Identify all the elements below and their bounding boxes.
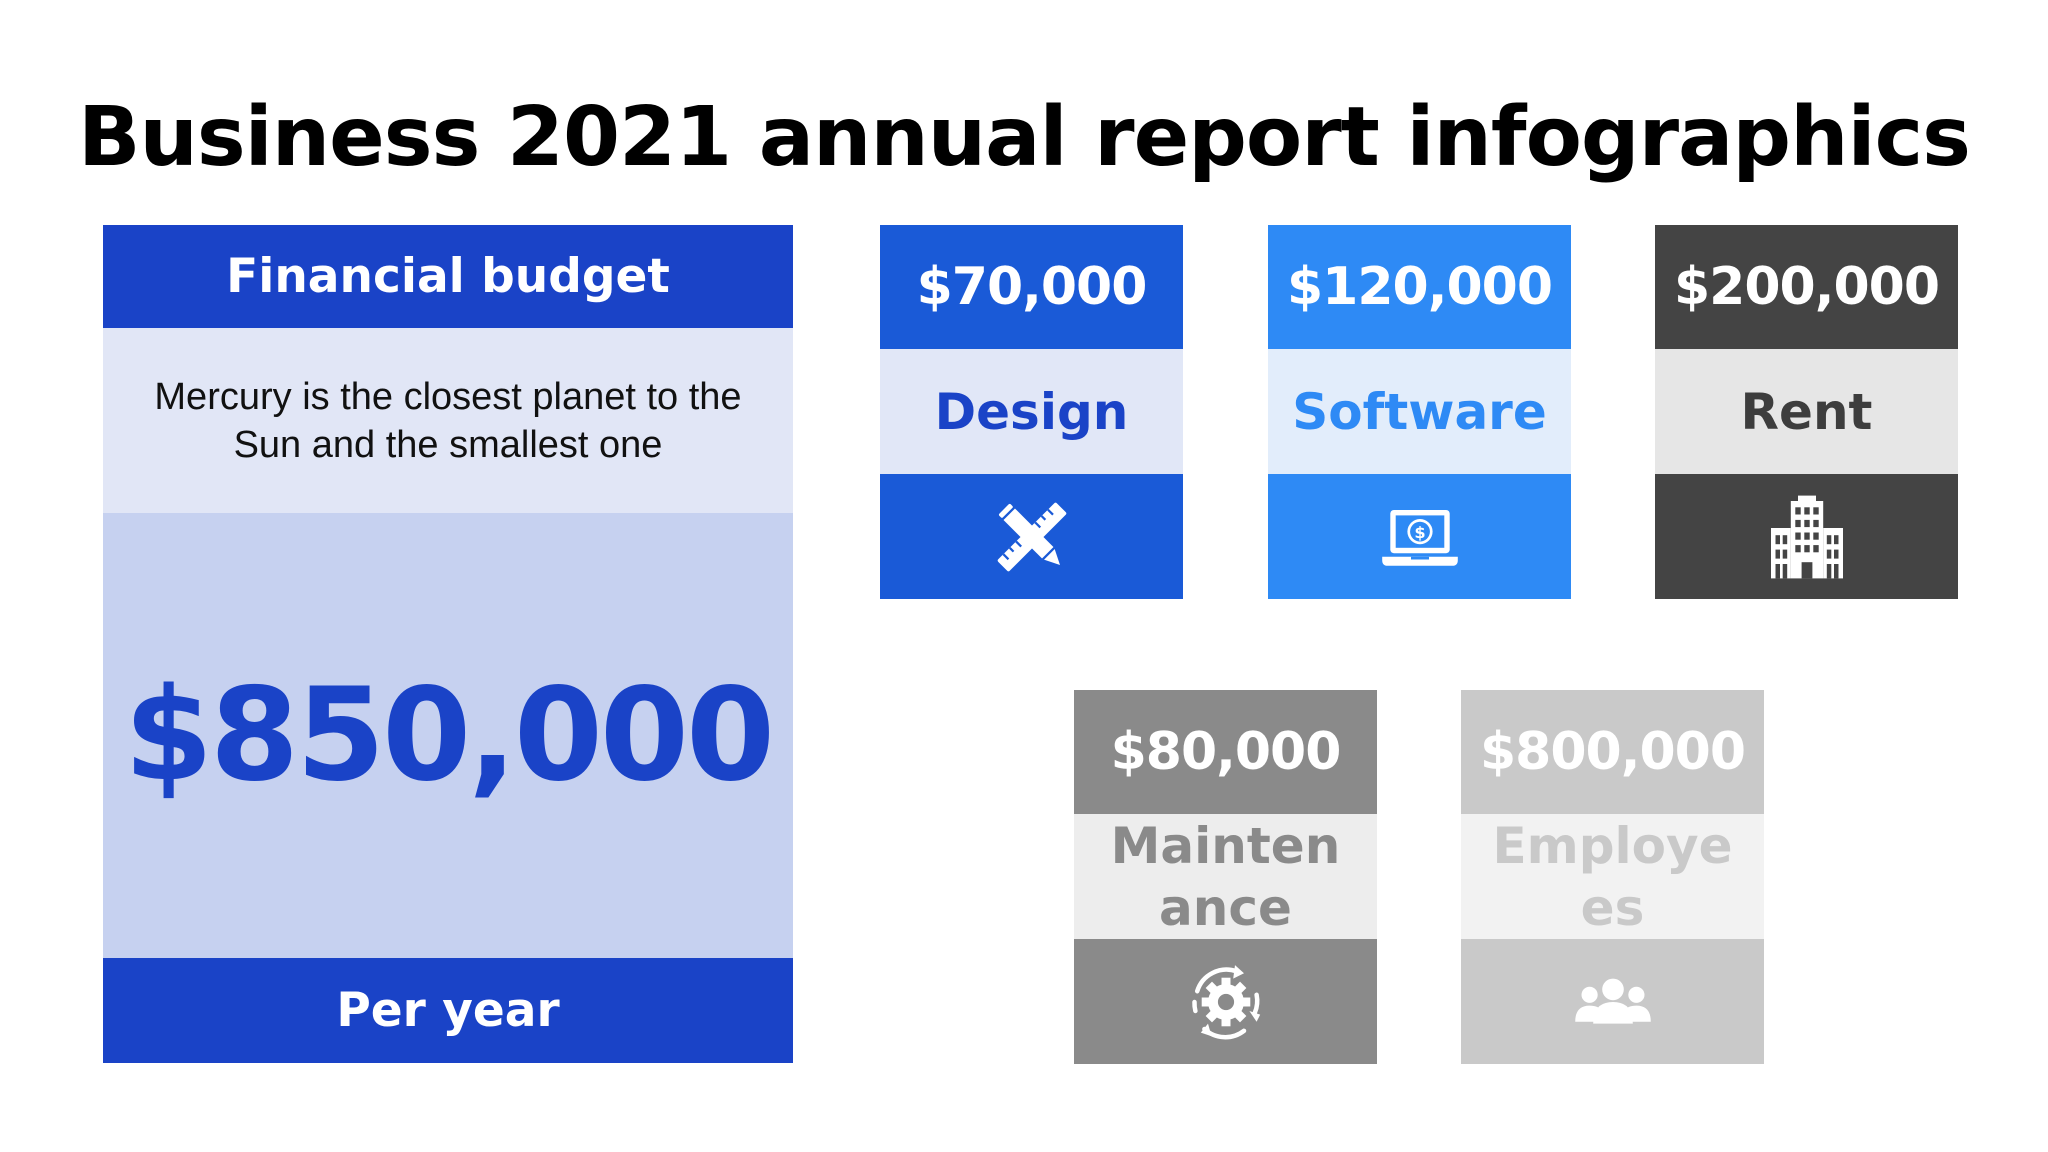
page-title: Business 2021 annual report infographics xyxy=(77,90,1971,185)
card-label-box: Rent xyxy=(1655,349,1958,474)
budget-footer: Per year xyxy=(103,958,793,1063)
financial-budget-panel: Financial budget Mercury is the closest … xyxy=(103,225,793,1063)
people-group-icon xyxy=(1574,978,1651,1024)
office-building-icon xyxy=(1770,495,1843,578)
card-icon-box xyxy=(1461,939,1764,1064)
card-label-box: Software xyxy=(1268,349,1571,474)
card-icon-box xyxy=(1074,939,1377,1064)
pencil-ruler-icon xyxy=(997,502,1066,571)
card-label: Maintenance xyxy=(1110,816,1341,937)
laptop-dollar-icon: $ xyxy=(1381,509,1458,566)
card-label-box: Design xyxy=(880,349,1183,474)
card-label: Rent xyxy=(1740,382,1873,441)
card-label-box: Maintenance xyxy=(1074,814,1377,939)
expense-card-software: $120,000 Software $ xyxy=(1268,225,1571,599)
card-label: Employees xyxy=(1492,816,1733,937)
expense-card-maintenance: $80,000 Maintenance xyxy=(1074,690,1377,1064)
svg-text:$: $ xyxy=(1414,522,1425,541)
card-label-box: Employees xyxy=(1461,814,1764,939)
card-amount: $80,000 xyxy=(1074,690,1377,814)
card-label: Design xyxy=(934,382,1129,441)
card-icon-box xyxy=(1655,474,1958,599)
card-amount: $70,000 xyxy=(880,225,1183,349)
card-label: Software xyxy=(1292,382,1547,441)
budget-amount: $850,000 xyxy=(103,513,793,958)
expense-card-rent: $200,000 Rent xyxy=(1655,225,1958,599)
gear-cycle-icon xyxy=(1191,964,1260,1039)
budget-description-box: Mercury is the closest planet to the Sun… xyxy=(103,328,793,513)
card-amount: $200,000 xyxy=(1655,225,1958,349)
card-amount: $800,000 xyxy=(1461,690,1764,814)
expense-card-employees: $800,000 Employees xyxy=(1461,690,1764,1064)
budget-description: Mercury is the closest planet to the Sun… xyxy=(154,375,742,466)
card-amount: $120,000 xyxy=(1268,225,1571,349)
expense-card-design: $70,000 Design xyxy=(880,225,1183,599)
card-icon-box xyxy=(880,474,1183,599)
budget-heading: Financial budget xyxy=(103,225,793,328)
card-icon-box: $ xyxy=(1268,474,1571,599)
